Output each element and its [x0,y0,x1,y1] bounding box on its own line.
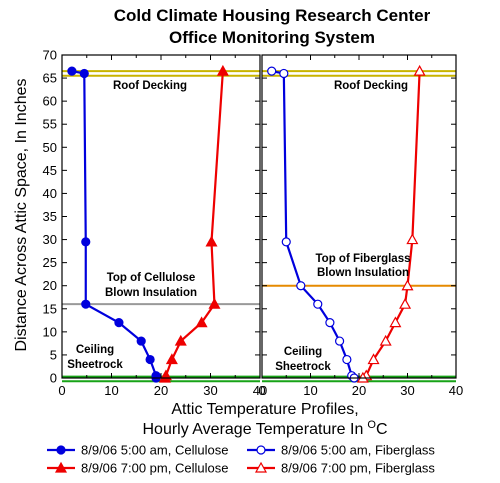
y-tick-label: 55 [43,117,57,132]
data-point [401,279,414,291]
annotation-ceiling: Ceiling [284,346,322,358]
data-point [379,334,392,346]
y-tick-label: 5 [50,347,57,362]
data-point [399,297,412,309]
x-axis-title-text: Hourly Average Temperature In [143,421,364,438]
legend-item: 8/9/06 7:00 pm, Fiberglass [247,461,435,476]
x-axis-title-line2: Hourly Average Temperature In OC [143,419,388,438]
x-tick-label: 10 [104,383,118,398]
y-tick-label: 70 [43,48,57,63]
data-point [114,318,124,328]
data-point [79,68,89,79]
legend-item: 8/9/06 5:00 am, Fiberglass [247,443,435,458]
data-point [342,354,352,365]
y-axis-title: Distance Across Attic Space, In Inches [13,78,30,351]
series-line [163,71,224,379]
data-point [205,235,218,247]
x-axis-unit: C [376,421,388,438]
legend-item: 8/9/06 7:00 pm, Cellulose [47,461,228,476]
data-point [313,299,323,309]
y-tick-label: 40 [43,186,57,201]
panels: Roof Decking Top of Cellulose Blown Insula… [43,48,464,399]
plot-frame [61,54,261,379]
annotation-top-of-insulation: Top of Cellulose [107,272,196,284]
legend: 8/9/06 5:00 am, Cellulose 8/9/06 5:00 am,… [47,443,435,476]
annotation-sheetrock: Sheetrock [67,359,123,371]
data-point [136,336,146,346]
legend-marker [56,445,66,455]
legend-marker [54,461,68,473]
data-point [165,353,178,365]
legend-marker [254,461,268,473]
x-tick-label: 40 [449,383,463,398]
x-tick-label: 30 [400,383,414,398]
y-tick-label: 20 [43,278,57,293]
annotation-roof-decking: Roof Decking [113,80,187,92]
x-tick-label: 0 [258,383,265,398]
data-point [367,353,380,365]
x-tick-label: 0 [58,383,65,398]
y-tick-label: 65 [43,71,57,86]
series-open-circle [267,66,359,383]
data-point [279,68,289,79]
y-tick-label: 30 [43,232,57,247]
data-point [325,318,335,328]
panel-cellulose: Roof Decking Top of Cellulose Blown Insula… [43,48,268,399]
chart-title: Cold Climate Housing Research Center [114,6,431,25]
series-filled-triangle [158,64,229,383]
chart-subtitle: Office Monitoring System [169,28,375,47]
x-tick-label: 20 [352,383,366,398]
y-tick-label: 35 [43,209,57,224]
y-tick-label: 15 [43,301,57,316]
panel-fiberglass: Roof Decking Top of Fiberglass Blown Insul… [258,54,463,398]
series-line [71,70,158,378]
y-tick-label: 0 [50,371,57,386]
annotation-sheetrock: Sheetrock [275,361,331,373]
legend-item: 8/9/06 5:00 am, Cellulose [47,443,228,458]
x-axis-unit-sup: O [367,419,376,431]
series-filled-circle [67,66,161,383]
legend-marker [256,445,266,455]
data-point [216,64,229,76]
x-tick-label: 20 [154,383,168,398]
y-tick-label: 45 [43,163,57,178]
legend-label: 8/9/06 7:00 pm, Cellulose [81,461,228,476]
annotation-blown-insulation: Blown Insulation [317,267,409,279]
data-point [81,299,91,309]
y-tick-label: 25 [43,255,57,270]
data-point [335,336,345,346]
data-point [406,233,419,245]
annotation-ceiling: Ceiling [76,344,114,356]
legend-label: 8/9/06 5:00 am, Fiberglass [281,443,435,458]
data-point [281,237,291,247]
data-point [67,66,77,76]
x-tick-label: 30 [203,383,217,398]
series-line [271,70,355,379]
x-axis-title-line1: Attic Temperature Profiles, [171,401,358,418]
annotation-roof-decking: Roof Decking [334,80,408,92]
x-tick-label: 10 [303,383,317,398]
data-point [389,316,402,328]
y-tick-label: 60 [43,94,57,109]
legend-label: 8/9/06 5:00 am, Cellulose [81,443,228,458]
data-point [174,334,187,346]
data-point [208,297,221,309]
x-tick-label: 40 [253,383,267,398]
series-open-triangle [356,64,426,383]
y-tick-label: 50 [43,140,57,155]
annotation-top-of-insulation: Top of Fiberglass [316,253,411,265]
data-point [413,64,426,76]
data-point [145,354,155,365]
data-point [296,281,306,291]
annotation-blown-insulation: Blown Insulation [105,287,197,299]
data-point [195,316,208,328]
legend-label: 8/9/06 7:00 pm, Fiberglass [281,461,435,476]
series-line [362,71,421,379]
plot-frame [261,54,457,379]
data-point [81,237,91,247]
y-axis-label: Distance Across Attic Space, In Inches [13,78,30,351]
data-point [267,66,277,76]
y-tick-label: 10 [43,324,57,339]
